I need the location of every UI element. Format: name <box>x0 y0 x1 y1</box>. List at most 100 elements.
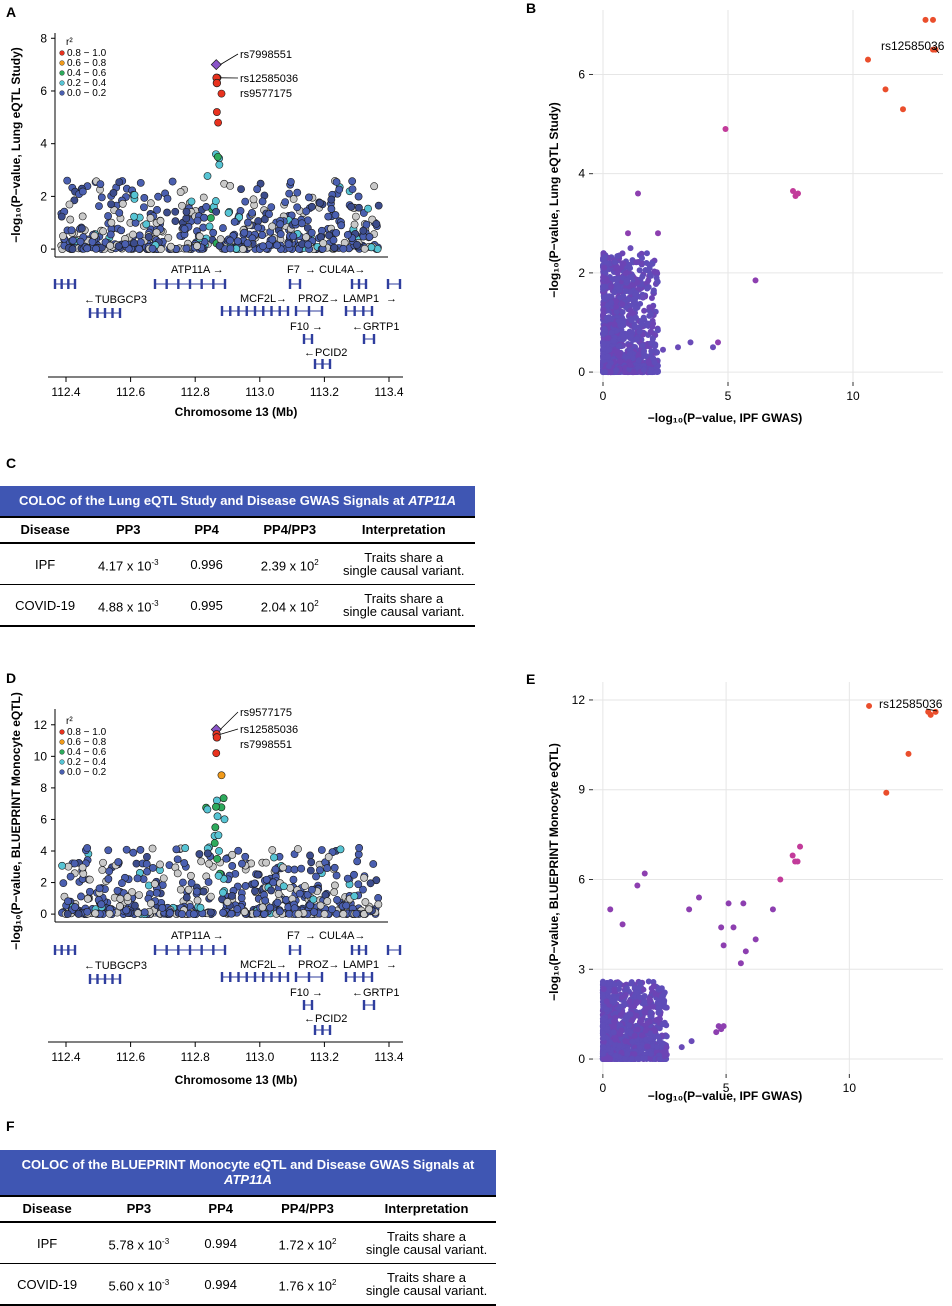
cell-disease: COVID-19 <box>0 585 90 627</box>
data-point <box>738 960 744 966</box>
gene-exon <box>67 945 69 955</box>
data-point <box>646 304 652 310</box>
data-point <box>75 910 82 917</box>
data-point <box>352 213 359 220</box>
data-point <box>259 243 266 250</box>
data-point <box>607 981 613 987</box>
data-point <box>629 1056 635 1062</box>
cell-pp3: 5.60 x 10-3 <box>94 1264 183 1306</box>
data-point <box>224 898 231 905</box>
data-point <box>652 1028 658 1034</box>
gene-label: F7 <box>287 264 300 276</box>
data-point <box>641 367 647 373</box>
y-tick-label: 4 <box>40 137 47 151</box>
header-pp4-pp3: PP4/PP3 <box>247 517 333 543</box>
data-point <box>638 1018 644 1024</box>
data-point <box>206 223 213 230</box>
gene-exon <box>387 945 389 955</box>
data-point <box>261 216 268 223</box>
x-tick-label: 113.0 <box>245 385 274 399</box>
data-point <box>285 910 292 917</box>
cell-pp3: 4.17 x 10-3 <box>90 543 166 585</box>
data-point <box>639 1032 645 1038</box>
peak-point <box>214 855 221 862</box>
data-point <box>238 860 245 867</box>
x-axis-label: −log₁₀(P−value, IPF GWAS) <box>648 411 802 425</box>
data-point <box>660 347 666 353</box>
data-point <box>141 194 148 201</box>
gene-exon <box>289 279 291 289</box>
gene-exon <box>104 308 106 318</box>
data-point <box>172 208 179 215</box>
data-point <box>263 876 270 883</box>
data-point <box>123 846 130 853</box>
data-point <box>348 203 355 210</box>
data-point <box>269 846 276 853</box>
data-point <box>219 224 226 231</box>
data-point <box>242 853 249 860</box>
snp-leader <box>221 729 238 734</box>
data-point <box>305 241 312 248</box>
peak-point <box>215 832 222 839</box>
snp-label: rs12585036 <box>240 73 298 85</box>
gene-exon <box>321 306 323 316</box>
data-point <box>193 888 200 895</box>
gene-exon <box>270 972 272 982</box>
legend-swatch <box>60 750 65 755</box>
data-point <box>631 369 637 375</box>
data-point <box>143 221 150 228</box>
gene-exon <box>295 972 297 982</box>
gene-exon <box>111 974 113 984</box>
data-point <box>318 846 325 853</box>
data-point <box>615 285 621 291</box>
data-point <box>244 219 251 226</box>
data-point <box>371 183 378 190</box>
data-point <box>105 847 112 854</box>
data-point <box>644 286 650 292</box>
data-point <box>688 339 694 345</box>
data-point <box>655 327 661 333</box>
data-point <box>66 201 73 208</box>
data-point <box>623 270 629 276</box>
data-point <box>227 182 234 189</box>
data-point <box>137 179 144 186</box>
data-point <box>298 220 305 227</box>
gene-exon <box>154 945 156 955</box>
data-point <box>174 870 181 877</box>
cell-ratio: 1.72 x 102 <box>258 1222 357 1264</box>
data-point <box>153 229 160 236</box>
data-point <box>640 295 646 301</box>
data-point <box>254 871 261 878</box>
data-point <box>649 324 655 330</box>
data-point <box>79 188 86 195</box>
y-tick-label: 2 <box>40 189 47 203</box>
gene-exon <box>371 972 373 982</box>
gene-label: ←PCID2 <box>304 347 347 359</box>
gene-exon <box>299 945 301 955</box>
legend-swatch <box>60 770 65 775</box>
data-point <box>333 178 340 185</box>
data-point <box>64 898 71 905</box>
peak-point <box>212 824 219 831</box>
data-point <box>795 859 801 865</box>
data-point <box>140 204 147 211</box>
data-point <box>718 924 724 930</box>
data-point <box>147 214 154 221</box>
data-point <box>628 245 634 251</box>
data-point <box>205 860 212 867</box>
legend-label: 0.0 − 0.2 <box>67 88 107 99</box>
data-point <box>600 331 606 337</box>
data-point <box>770 906 776 912</box>
data-point <box>116 178 123 185</box>
data-point <box>69 237 76 244</box>
data-point <box>106 910 113 917</box>
gene-exon <box>96 974 98 984</box>
data-point <box>119 200 126 207</box>
cell-ratio: 1.76 x 102 <box>258 1264 357 1306</box>
data-point <box>213 208 220 215</box>
data-point <box>355 851 362 858</box>
data-point <box>91 232 98 239</box>
data-point <box>713 1029 719 1035</box>
gene-exon <box>399 279 401 289</box>
